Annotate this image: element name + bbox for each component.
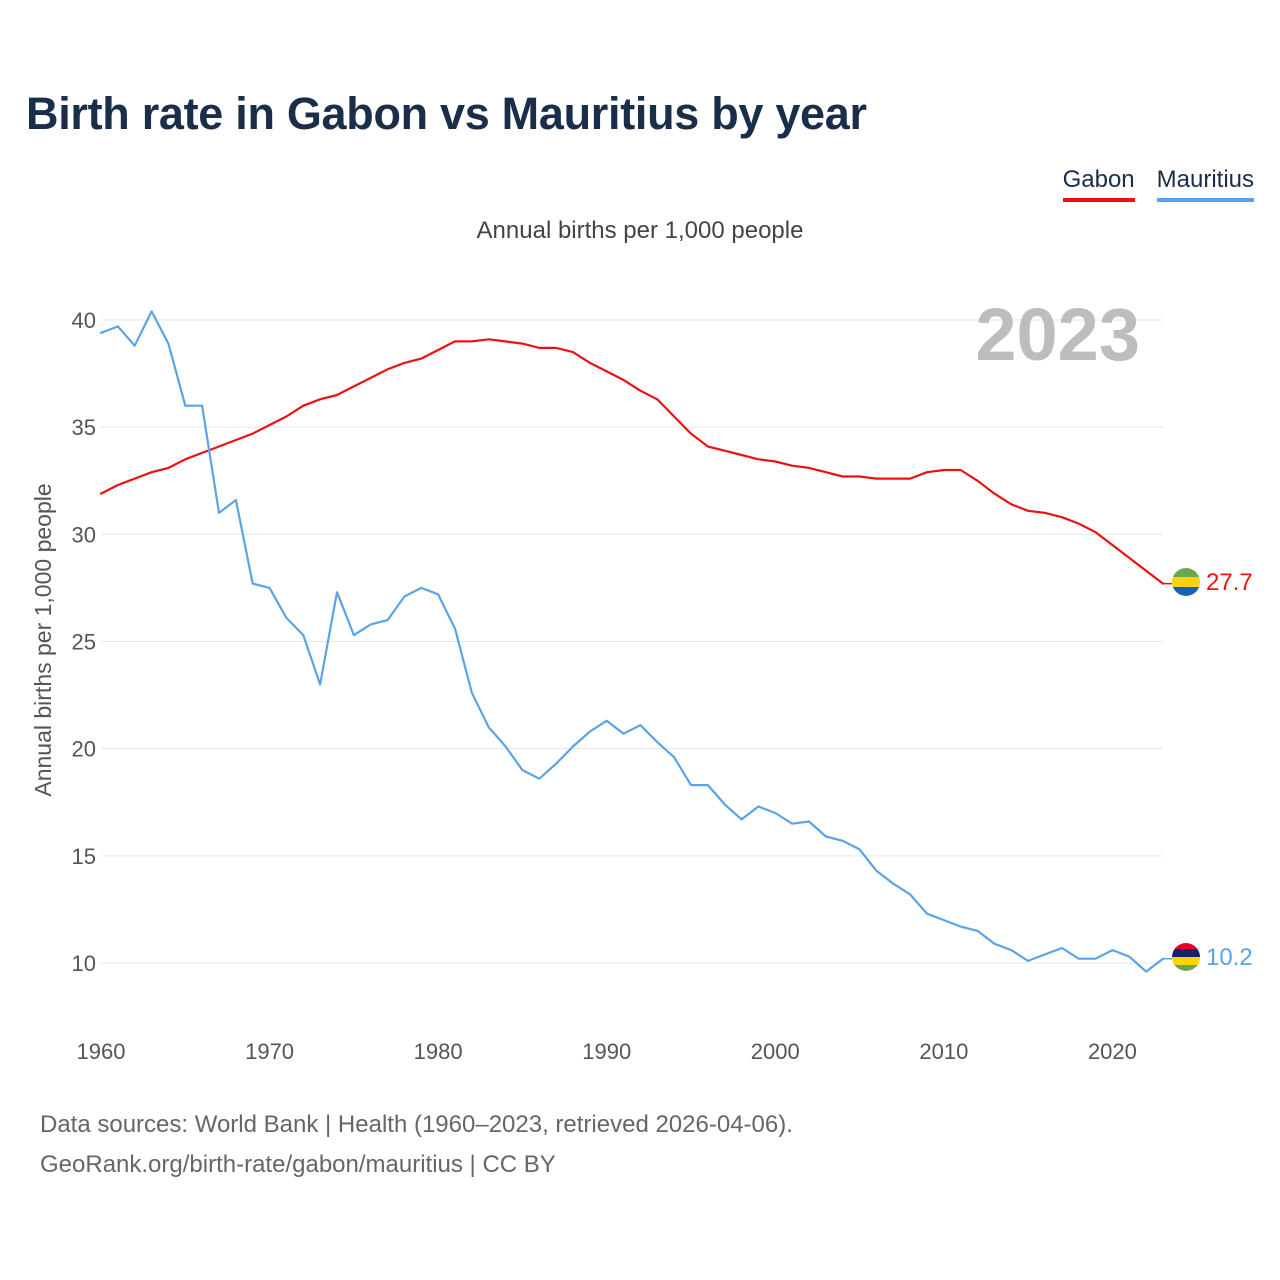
chart-subtitle: Annual births per 1,000 people xyxy=(476,217,804,244)
y-tick-label: 15 xyxy=(72,844,96,869)
x-tick-label: 2020 xyxy=(1088,1039,1137,1064)
series-line-gabon[interactable] xyxy=(99,338,1165,585)
source-line-1: Data sources: World Bank | Health (1960–… xyxy=(40,1111,793,1138)
legend-item-gabon[interactable]: Gabon xyxy=(1062,166,1135,202)
x-tick-label: 2000 xyxy=(751,1039,800,1064)
source-note: Data sources: World Bank | Health (1960–… xyxy=(40,1105,793,1185)
x-tick-label: 1990 xyxy=(582,1039,631,1064)
source-line-2[interactable]: GeoRank.org/birth-rate/gabon/mauritius |… xyxy=(40,1151,556,1178)
mauritius-flag-icon xyxy=(1172,943,1200,971)
series-line-mauritius[interactable] xyxy=(99,310,1165,973)
line-chart: 2023 10 15 20 25 30 35 40 1960 1970 1980 1990 2000… xyxy=(30,293,1253,1064)
x-tick-label: 1960 xyxy=(77,1039,126,1064)
y-tick-label: 30 xyxy=(72,522,96,547)
mauritius-end-value: 10.2 xyxy=(1206,944,1253,971)
y-tick-label: 20 xyxy=(72,737,96,762)
y-tick-label: 40 xyxy=(72,308,96,333)
y-tick-label: 35 xyxy=(72,415,96,440)
chart-title: Birth rate in Gabon vs Mauritius by year xyxy=(26,88,867,139)
x-tick-label: 1980 xyxy=(414,1039,463,1064)
y-tick-label: 10 xyxy=(72,951,96,976)
year-watermark: 2023 xyxy=(975,293,1140,376)
gabon-flag-icon xyxy=(1172,568,1200,596)
legend-item-mauritius[interactable]: Mauritius xyxy=(1156,166,1254,202)
y-axis-label: Annual births per 1,000 people xyxy=(30,483,56,796)
x-tick-label: 1970 xyxy=(245,1039,294,1064)
x-tick-label: 2010 xyxy=(919,1039,968,1064)
legend: Gabon Mauritius xyxy=(1062,166,1254,202)
y-tick-label: 25 xyxy=(72,630,96,655)
gabon-end-value: 27.7 xyxy=(1206,569,1253,596)
